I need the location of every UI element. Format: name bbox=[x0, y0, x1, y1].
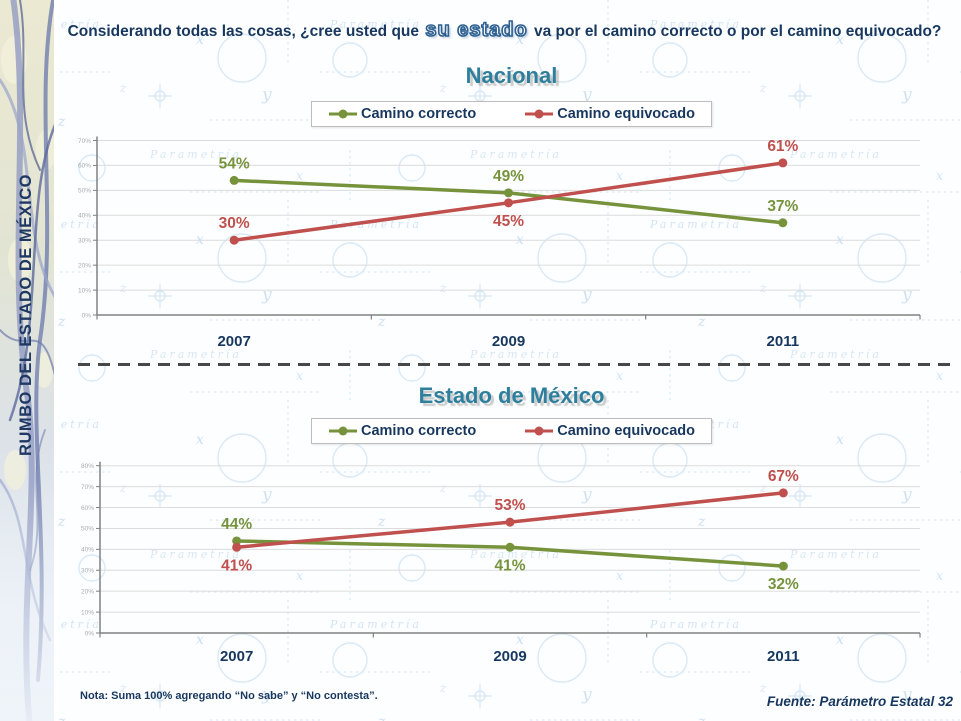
legend-marker-camino-correcto bbox=[328, 426, 357, 436]
data-point-camino-equivocado bbox=[232, 542, 242, 552]
legend-box: Camino correcto Camino equivocado bbox=[310, 418, 712, 444]
legend-marker-dot bbox=[338, 109, 348, 119]
data-point-camino-correcto bbox=[778, 561, 788, 571]
y-tick-label: 40% bbox=[78, 213, 91, 220]
x-category-label: 2007 bbox=[220, 648, 253, 665]
data-point-camino-correcto bbox=[229, 175, 239, 185]
legend-marker-dot bbox=[534, 426, 544, 436]
x-category-label: 2009 bbox=[492, 333, 525, 350]
data-label-camino-equivocado: 53% bbox=[494, 497, 525, 514]
data-point-camino-equivocado bbox=[778, 158, 788, 168]
y-tick-label: 0% bbox=[82, 312, 92, 319]
question-title: Considerando todas las cosas, ¿cree uste… bbox=[62, 17, 947, 45]
data-label-camino-equivocado: 61% bbox=[767, 138, 798, 155]
y-tick-label: 0% bbox=[85, 630, 95, 637]
estado-line-chart: 0% 10% 20% 30% 40% 50% 60% 70% 80% 2007 2009 2011 44… bbox=[81, 461, 921, 665]
nacional-legend: Camino correcto Camino equivocado bbox=[62, 101, 961, 127]
y-tick-label: 80% bbox=[81, 463, 94, 470]
y-tick-label: 20% bbox=[78, 262, 91, 269]
y-tick-label: 60% bbox=[81, 505, 94, 512]
data-label-camino-correcto: 49% bbox=[493, 168, 524, 185]
legend-marker-camino-equivocado bbox=[525, 426, 554, 436]
data-label-camino-correcto: 32% bbox=[768, 576, 799, 593]
data-label-camino-equivocado: 41% bbox=[221, 557, 252, 574]
y-tick-label: 40% bbox=[81, 547, 94, 554]
legend-label-camino-equivocado: Camino equivocado bbox=[557, 423, 695, 439]
question-title-highlight: su estado bbox=[425, 18, 528, 42]
data-label-camino-equivocado: 45% bbox=[493, 213, 524, 230]
x-category-label: 2011 bbox=[767, 333, 800, 350]
legend-item-camino-correcto: Camino correcto bbox=[328, 423, 476, 439]
data-point-camino-correcto bbox=[504, 188, 513, 198]
legend-marker-camino-correcto bbox=[328, 109, 357, 119]
data-point-camino-equivocado bbox=[505, 517, 515, 527]
y-tick-label: 50% bbox=[78, 188, 91, 195]
data-point-camino-equivocado bbox=[778, 488, 788, 498]
question-title-suffix: va por el camino correcto o por el camin… bbox=[529, 23, 942, 40]
legend-marker-camino-equivocado bbox=[525, 109, 554, 119]
dashed-separator-line bbox=[78, 363, 957, 366]
data-label-camino-equivocado: 67% bbox=[768, 468, 799, 485]
estado-chart-title: Estado de México bbox=[418, 383, 605, 408]
data-point-camino-equivocado bbox=[229, 235, 239, 245]
estado-legend: Camino correcto Camino equivocado bbox=[62, 418, 961, 444]
x-category-label: 2011 bbox=[767, 648, 800, 665]
y-tick-label: 30% bbox=[81, 568, 94, 575]
y-tick-label: 10% bbox=[81, 609, 94, 616]
legend-marker-dot bbox=[534, 109, 544, 119]
source-caption: Fuente: Parámetro Estatal 32 bbox=[766, 694, 953, 709]
data-point-camino-correcto bbox=[505, 542, 515, 552]
legend-item-camino-equivocado: Camino equivocado bbox=[524, 423, 695, 439]
legend-marker-dot bbox=[338, 426, 348, 436]
y-tick-label: 30% bbox=[78, 238, 91, 245]
data-label-camino-correcto: 37% bbox=[767, 198, 798, 215]
y-tick-label: 50% bbox=[81, 526, 94, 533]
data-point-camino-equivocado bbox=[504, 198, 513, 208]
legend-box: Camino correcto Camino equivocado bbox=[310, 101, 712, 127]
data-label-camino-correcto: 44% bbox=[221, 516, 252, 533]
x-category-label: 2009 bbox=[493, 648, 526, 665]
sidebar-vertical-title: RUMBO DEL ESTADO DE MÉXICO bbox=[17, 174, 35, 456]
legend-label-camino-equivocado: Camino equivocado bbox=[557, 106, 695, 122]
question-title-prefix: Considerando todas las cosas, ¿cree uste… bbox=[67, 23, 424, 40]
legend-label-camino-correcto: Camino correcto bbox=[360, 106, 477, 122]
x-category-label: 2007 bbox=[217, 333, 250, 350]
data-point-camino-correcto bbox=[778, 218, 788, 228]
y-tick-label: 70% bbox=[78, 138, 91, 145]
footnote: Nota: Suma 100% agregando “No sabe” y “N… bbox=[80, 690, 378, 702]
data-label-camino-correcto: 41% bbox=[494, 557, 525, 574]
y-tick-label: 10% bbox=[78, 287, 91, 294]
data-point-camino-correcto bbox=[232, 536, 242, 546]
legend-item-camino-correcto: Camino correcto bbox=[328, 106, 476, 122]
data-label-camino-correcto: 54% bbox=[219, 155, 250, 172]
tree-watermark-image bbox=[0, 0, 57, 721]
y-tick-label: 60% bbox=[78, 163, 91, 170]
nacional-line-chart: 0% 10% 20% 30% 40% 50% 60% 70% 2007 2009 2011 54% 49… bbox=[78, 136, 921, 350]
legend-label-camino-correcto: Camino correcto bbox=[360, 423, 477, 439]
data-label-camino-equivocado: 30% bbox=[219, 215, 250, 232]
y-tick-label: 20% bbox=[81, 588, 94, 595]
legend-item-camino-equivocado: Camino equivocado bbox=[524, 106, 695, 122]
nacional-chart-title: Nacional bbox=[465, 63, 558, 88]
y-tick-label: 70% bbox=[81, 484, 94, 491]
